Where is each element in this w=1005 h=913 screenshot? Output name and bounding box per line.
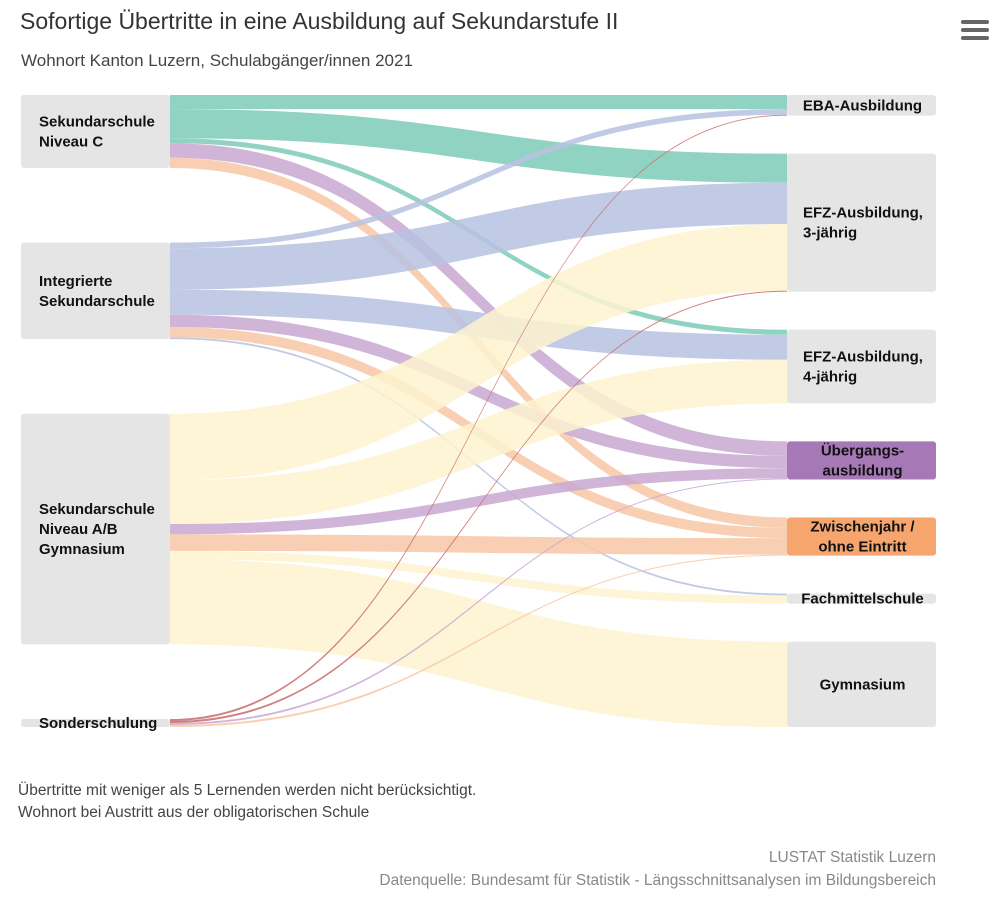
footnote-residence: Wohnort bei Austritt aus der obligatoris… [18, 804, 370, 821]
sankey-chart: Sekundarschule Niveau C Integrierte Sekunda… [21, 95, 936, 732]
sankey-node-ueber[interactable] [787, 441, 936, 480]
node-label-efz4: EFZ-Ausbildung, 4-jährig [803, 349, 923, 386]
credit-publisher: LUSTAT Statistik Luzern [768, 849, 936, 866]
sankey-link-sek_ab-fms[interactable] [170, 550, 787, 604]
sankey-link-int-efz3[interactable] [170, 182, 787, 290]
sankey-link-sek_ab-zwischen[interactable] [170, 534, 787, 555]
menu-bar [961, 28, 989, 32]
sankey-link-sek_ab-gym[interactable] [170, 559, 787, 727]
sankey-node-sek_c[interactable] [21, 95, 170, 169]
sankey-nodes: Sekundarschule Niveau C Integrierte Sekunda… [21, 95, 936, 732]
sankey-link-sek_c-eba[interactable] [170, 95, 787, 110]
sankey-node-efz4[interactable] [787, 329, 936, 404]
node-label-gym: Gymnasium [820, 676, 906, 693]
sankey-link-int-fms[interactable] [170, 337, 787, 596]
footnote-threshold: Übertritte mit weniger als 5 Lernenden w… [18, 782, 477, 799]
sankey-link-sonder-efz3[interactable] [170, 290, 787, 723]
node-label-int: Integrierte Sekundarschule [39, 273, 155, 310]
sankey-node-eba[interactable] [787, 95, 936, 116]
node-label-sonder: Sonderschulung [39, 715, 157, 732]
node-label-efz3: EFZ-Ausbildung, 3-jährig [803, 205, 923, 242]
sankey-link-int-ueber[interactable] [170, 314, 787, 469]
credit-source: Datenquelle: Bundesamt für Statistik - L… [379, 872, 936, 889]
sankey-link-sek_c-efz3[interactable] [170, 109, 787, 183]
sankey-link-int-eba[interactable] [170, 109, 787, 249]
sankey-link-sonder-ueber[interactable] [170, 478, 787, 725]
sankey-node-gym[interactable] [787, 641, 936, 727]
sankey-node-efz3[interactable] [787, 153, 936, 292]
sankey-node-sonder[interactable] [21, 719, 170, 727]
sankey-link-sonder-eba[interactable] [170, 114, 787, 721]
sankey-link-sek_ab-efz4[interactable] [170, 359, 787, 525]
sankey-link-sonder-zwischen[interactable] [170, 554, 787, 727]
node-label-sek_c: Sekundarschule Niveau C [39, 114, 155, 151]
node-label-fms: Fachmittelschule [801, 591, 924, 608]
sankey-node-int[interactable] [21, 242, 170, 340]
hamburger-menu-icon[interactable] [961, 20, 989, 44]
node-label-zwischen: Zwischenjahr / ohne Eintritt [810, 519, 915, 556]
menu-bar [961, 36, 989, 40]
sankey-node-zwischen[interactable] [787, 517, 936, 556]
chart-subtitle: Wohnort Kanton Luzern, Schulabgänger/inn… [21, 51, 413, 70]
menu-bar [961, 20, 989, 24]
sankey-node-fms[interactable] [787, 593, 936, 604]
node-label-sek_ab: Sekundarschule Niveau A/B Gymnasium [39, 501, 155, 558]
chart-title: Sofortige Übertritte in eine Ausbildung … [20, 8, 619, 34]
node-label-ueber: Übergangs-ausbildung [821, 442, 904, 479]
sankey-node-sek_ab[interactable] [21, 413, 170, 645]
sankey-link-sek_c-ueber[interactable] [170, 143, 787, 456]
sankey-links [170, 95, 787, 727]
sankey-link-sek_ab-ueber[interactable] [170, 468, 787, 535]
sankey-link-sek_ab-efz3[interactable] [170, 224, 787, 481]
node-label-eba: EBA-Ausbildung [803, 97, 922, 114]
